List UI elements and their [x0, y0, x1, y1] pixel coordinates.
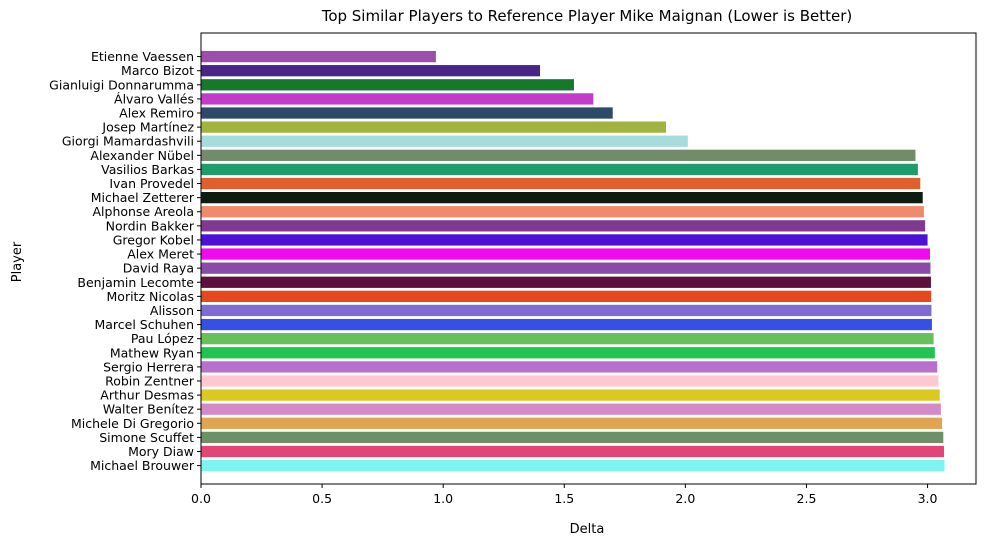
bar: [201, 361, 938, 373]
bar: [201, 459, 945, 472]
bar: [201, 163, 918, 176]
chart-title: Top Similar Players to Reference Player …: [321, 7, 853, 25]
x-tick-label: 3.0: [918, 491, 938, 506]
bar: [201, 333, 934, 345]
bar: [201, 347, 935, 359]
y-tick-label: Gregor Kobel: [113, 232, 194, 247]
y-tick-label: Alex Meret: [127, 247, 194, 262]
y-tick-label: Ivan Provedel: [109, 176, 194, 191]
y-tick-label: Benjamin Lecomte: [77, 275, 194, 290]
y-tick-label: Mathew Ryan: [110, 345, 194, 360]
y-tick-label: Vasilios Barkas: [101, 162, 194, 177]
y-tick-label: Josep Martínez: [101, 120, 194, 135]
y-tick-label: Michael Zetterer: [91, 190, 195, 205]
y-tick-label: Michele Di Gregorio: [71, 416, 194, 431]
y-tick-label: Marcel Schuhen: [94, 317, 194, 332]
y-tick-label: Walter Benítez: [103, 402, 195, 417]
x-tick-label: 2.5: [797, 491, 817, 506]
bar: [201, 135, 688, 147]
bars-group: [201, 50, 945, 472]
y-tick-label: Michael Brouwer: [90, 458, 195, 473]
x-tick-label: 0.5: [312, 491, 332, 506]
y-tick-label: Simone Scuffet: [99, 430, 194, 445]
bar: [201, 262, 931, 274]
bar: [201, 79, 574, 91]
x-axis-label: Delta: [570, 522, 605, 537]
x-tick-label: 2.0: [675, 491, 695, 506]
y-tick-label: Robin Zentner: [105, 373, 195, 388]
y-tick-label: Etienne Vaessen: [91, 49, 194, 64]
bar: [201, 248, 930, 260]
bar: [201, 206, 924, 218]
x-tick-label: 1.5: [554, 491, 574, 506]
y-tick-label: Alexander Nübel: [90, 148, 194, 163]
bar: [201, 121, 666, 133]
bar: [201, 177, 921, 190]
bar: [201, 389, 940, 401]
y-tick-label: Mory Diaw: [128, 444, 194, 459]
y-tick-label: Alex Remiro: [119, 106, 194, 121]
x-tick-label: 0.0: [191, 491, 211, 506]
x-tick-label: 1.0: [433, 491, 453, 506]
bar: [201, 318, 932, 331]
bar: [201, 304, 932, 317]
bar: [201, 191, 923, 204]
y-tick-label: Giorgi Mamardashvili: [62, 134, 194, 149]
y-tick-label: Pau López: [131, 331, 195, 346]
bar: [201, 220, 926, 232]
bar: [201, 431, 944, 444]
y-tick-label: Sergio Herrera: [103, 359, 194, 374]
y-tick-label: Alisson: [150, 303, 194, 318]
bar: [201, 107, 613, 119]
bar: [201, 445, 945, 458]
y-tick-label: Arthur Desmas: [100, 388, 194, 403]
bar: [201, 417, 943, 429]
plot-frame: [200, 32, 977, 485]
bar: [201, 50, 436, 63]
y-axis-label: Player: [10, 241, 25, 282]
bar: [201, 234, 928, 246]
y-tick-label: Nordin Bakker: [106, 218, 195, 233]
y-tick-label: Marco Bizot: [121, 63, 194, 78]
bar: [201, 276, 931, 288]
bar: [201, 375, 939, 387]
y-tick-label: Álvaro Vallés: [114, 91, 194, 106]
bar: [201, 65, 541, 77]
x-axis-ticks: 0.0 0.5 1.0 1.5 2.0 2.5 3.0: [191, 484, 938, 506]
bar: [201, 149, 916, 161]
y-tick-label: Gianluigi Donnarumma: [49, 77, 194, 92]
bar: [201, 403, 941, 415]
y-tick-label: David Raya: [123, 261, 194, 276]
bar: [201, 93, 594, 105]
bar: [201, 290, 932, 302]
y-tick-label: Moritz Nicolas: [107, 289, 194, 304]
y-tick-label: Alphonse Areola: [92, 204, 194, 219]
